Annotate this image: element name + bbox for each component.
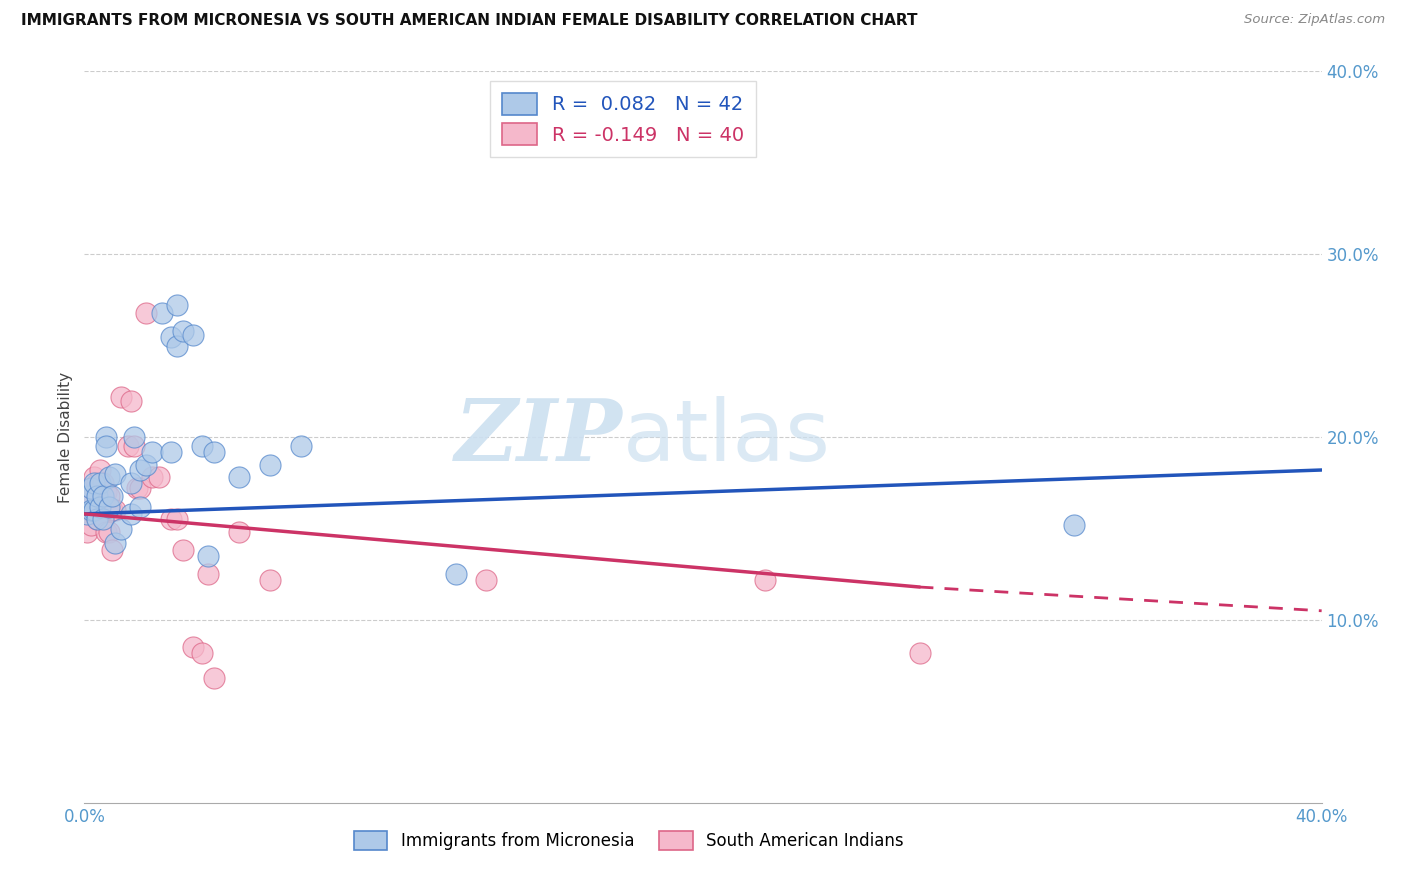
Point [98,470,121,484]
Point [79,481,101,495]
Point [1063,517,1085,532]
Point [83,503,105,517]
Point [150,306,173,320]
Point [101,503,124,517]
Point [141,444,163,458]
Point [129,463,152,477]
Point [98,500,121,514]
Point [197,549,219,563]
Point [120,393,142,408]
Point [908,646,931,660]
Point [197,567,219,582]
Point [104,467,127,481]
Point [148,470,170,484]
Point [86,489,108,503]
Point [110,521,132,535]
Point [166,298,188,312]
Point [202,672,225,686]
Point [89,500,111,514]
Point [135,306,157,320]
Point [89,475,111,490]
Point [89,507,111,521]
Point [191,646,214,660]
Point [129,481,152,495]
Point [444,567,467,582]
Point [104,503,127,517]
Point [181,640,204,655]
Text: ZIP: ZIP [454,395,623,479]
Point [76,507,98,521]
Point [94,485,117,500]
Point [83,507,105,521]
Point [172,543,194,558]
Point [91,489,114,503]
Point [98,489,121,503]
Point [91,475,114,490]
Point [166,338,188,352]
Text: Source: ZipAtlas.com: Source: ZipAtlas.com [1244,13,1385,27]
Point [202,444,225,458]
Point [94,439,117,453]
Point [79,503,101,517]
Point [86,475,108,490]
Point [83,470,105,484]
Point [259,458,281,472]
Point [94,430,117,444]
Point [172,324,194,338]
Point [228,525,250,540]
Point [76,494,98,508]
Y-axis label: Female Disability: Female Disability [58,371,73,503]
Point [122,430,145,444]
Point [141,470,163,484]
Point [79,517,101,532]
Point [120,507,142,521]
Point [135,458,157,472]
Point [228,470,250,484]
Point [160,512,183,526]
Point [122,439,145,453]
Point [83,475,105,490]
Point [117,439,139,453]
Point [91,512,114,526]
Text: atlas: atlas [623,395,831,479]
Point [104,536,127,550]
Point [125,481,148,495]
Text: IMMIGRANTS FROM MICRONESIA VS SOUTH AMERICAN INDIAN FEMALE DISABILITY CORRELATIO: IMMIGRANTS FROM MICRONESIA VS SOUTH AMER… [21,13,918,29]
Point [91,512,114,526]
Point [160,329,183,343]
Point [89,463,111,477]
Point [79,481,101,495]
Point [94,525,117,540]
Point [110,390,132,404]
Point [120,475,142,490]
Point [86,512,108,526]
Point [76,525,98,540]
Point [129,500,152,514]
Legend: Immigrants from Micronesia, South American Indians: Immigrants from Micronesia, South Americ… [347,824,910,856]
Point [101,489,124,503]
Point [290,439,312,453]
Point [98,525,121,540]
Point [191,439,214,453]
Point [259,573,281,587]
Point [166,512,188,526]
Point [160,444,183,458]
Point [181,327,204,342]
Point [86,512,108,526]
Point [76,489,98,503]
Point [475,573,498,587]
Point [754,573,776,587]
Point [101,543,124,558]
